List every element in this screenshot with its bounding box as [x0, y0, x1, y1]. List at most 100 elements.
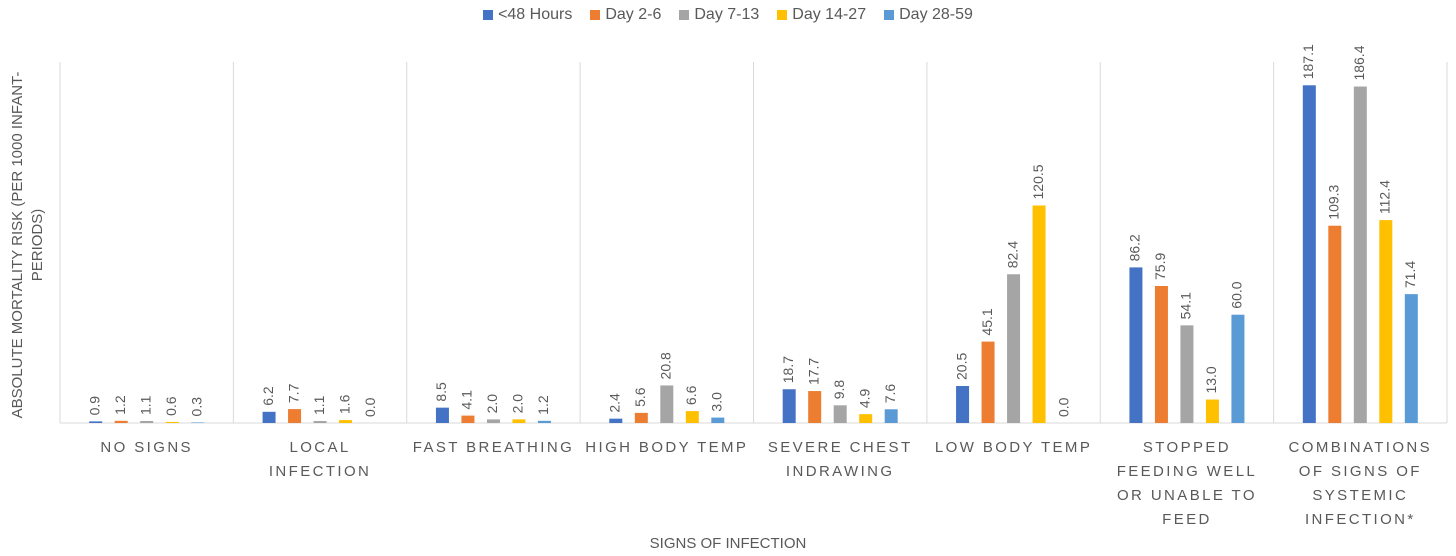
bar [435, 407, 449, 423]
legend: <48 Hours Day 2-6 Day 7-13 Day 14-27 Day 28-… [0, 6, 1456, 24]
data-label: 54.1 [1178, 292, 1194, 319]
bar [1129, 267, 1143, 423]
bar [1231, 314, 1245, 423]
legend-item: <48 Hours [483, 6, 572, 24]
bar [1328, 225, 1342, 423]
bar [1302, 85, 1316, 424]
data-label: 1.6 [336, 394, 352, 414]
data-label: 8.5 [433, 382, 449, 402]
data-label: 186.4 [1351, 45, 1367, 80]
bar [486, 419, 500, 423]
bar [165, 421, 179, 423]
bar [1007, 274, 1021, 423]
data-label: 0.0 [1055, 397, 1071, 417]
bar [660, 385, 674, 423]
bar [313, 421, 327, 423]
data-label: 7.6 [882, 384, 898, 404]
x-tick-label: COMBINATIONS OF SIGNS OF SYSTEMIC INFECT… [1288, 439, 1433, 528]
data-label: 0.0 [362, 397, 378, 417]
bar [512, 419, 526, 423]
data-label: 187.1 [1300, 44, 1316, 79]
bar [1205, 399, 1219, 423]
x-tick-label: NO SIGNS [100, 439, 193, 456]
y-axis-title: ABSOLUTE MORTALITY RISK (PER 1000 INFANT… [9, 71, 46, 419]
bar [461, 415, 475, 423]
legend-swatch [679, 10, 690, 20]
x-tick-label: SEVERE CHEST INDRAWING [767, 439, 913, 480]
bar [1180, 325, 1194, 423]
data-label: 3.0 [709, 392, 725, 412]
data-label: 20.5 [953, 353, 969, 380]
data-label: 2.0 [484, 394, 500, 414]
legend-item: Day 2-6 [590, 6, 661, 24]
data-label: 17.7 [805, 358, 821, 385]
data-label: 71.4 [1402, 261, 1418, 288]
data-label: 6.2 [260, 386, 276, 406]
legend-swatch [777, 10, 788, 20]
data-label: 5.6 [632, 387, 648, 407]
bar [1404, 294, 1418, 423]
legend-label: Day 14-27 [792, 6, 867, 23]
bar [981, 341, 995, 423]
data-label: 7.7 [285, 383, 301, 403]
legend-item: Day 14-27 [777, 6, 866, 24]
bar [89, 421, 103, 423]
data-label: 1.1 [137, 395, 153, 415]
data-label: 1.2 [535, 395, 551, 415]
legend-label: <48 Hours [498, 6, 573, 23]
data-label: 75.9 [1152, 253, 1168, 280]
data-label: 0.9 [86, 396, 102, 416]
bar [859, 414, 873, 423]
bar [288, 409, 302, 423]
data-label: 0.3 [188, 397, 204, 417]
x-tick-label: STOPPED FEEDING WELL OR UNABLE TO FEED [1116, 439, 1258, 528]
legend-swatch [590, 10, 601, 20]
data-label: 112.4 [1377, 180, 1393, 214]
bar [884, 409, 898, 423]
x-tick-label: LOCAL INFECTION [268, 439, 372, 480]
legend-swatch [483, 10, 494, 20]
data-label: 45.1 [979, 308, 995, 335]
data-label: 2.4 [607, 393, 623, 413]
bar [956, 385, 970, 423]
bar [634, 412, 648, 423]
data-label: 120.5 [1030, 164, 1046, 199]
legend-item: Day 7-13 [679, 6, 759, 24]
bar [114, 420, 128, 423]
data-label: 1.2 [112, 395, 128, 415]
x-tick-label: LOW BODY TEMP [934, 439, 1093, 456]
data-label: 9.8 [831, 380, 847, 400]
bar [140, 421, 154, 423]
data-label: 1.1 [311, 395, 327, 415]
data-label: 60.0 [1229, 281, 1245, 308]
data-label: 109.3 [1326, 184, 1342, 219]
bar [782, 389, 796, 423]
data-label: 13.0 [1203, 366, 1219, 393]
legend-label: Day 7-13 [694, 6, 760, 23]
bar [1032, 205, 1046, 423]
data-label: 2.0 [510, 394, 526, 414]
bar [711, 417, 725, 423]
bar [609, 418, 623, 423]
data-label: 18.7 [780, 356, 796, 383]
x-axis-title: SIGNS OF INFECTION [649, 535, 807, 552]
bar [808, 391, 822, 423]
bar [537, 420, 551, 423]
legend-swatch [884, 10, 895, 20]
bar [1379, 220, 1393, 423]
bar [1154, 286, 1168, 423]
bar [1353, 86, 1367, 423]
data-label: 0.6 [163, 396, 179, 416]
x-tick-label: FAST BREATHING [412, 439, 575, 456]
bar [191, 422, 205, 423]
legend-label: Day 28-59 [899, 6, 973, 23]
legend-item: Day 28-59 [884, 6, 973, 24]
data-label: 82.4 [1004, 241, 1020, 268]
data-label: 4.1 [459, 390, 475, 410]
x-tick-label: HIGH BODY TEMP [585, 439, 749, 456]
data-label: 4.9 [856, 388, 872, 408]
bar [339, 420, 353, 423]
legend-label: Day 2-6 [605, 6, 662, 23]
